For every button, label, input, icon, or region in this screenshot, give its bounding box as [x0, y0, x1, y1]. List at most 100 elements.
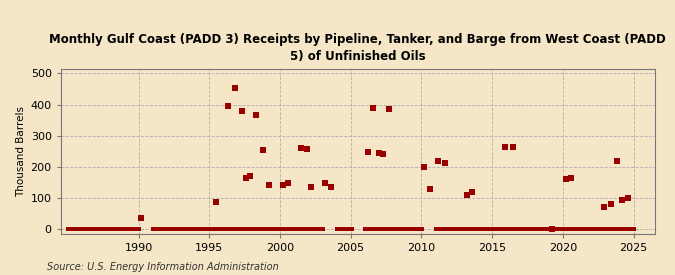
Point [536, 227, 547, 231]
Point [205, 227, 215, 231]
Point [320, 181, 331, 185]
Point [601, 227, 612, 231]
Point [248, 227, 259, 231]
Point [220, 227, 231, 231]
Point [99, 227, 109, 231]
Point [522, 227, 533, 231]
Point [528, 227, 539, 231]
Point [474, 227, 485, 231]
Point [557, 227, 568, 231]
Point [533, 227, 543, 231]
Point [450, 227, 461, 231]
Point [452, 227, 463, 231]
Point [403, 227, 414, 231]
Point [379, 227, 390, 231]
Point [136, 216, 146, 220]
Point [176, 227, 186, 231]
Point [340, 227, 351, 231]
Point [390, 227, 401, 231]
Point [506, 227, 516, 231]
Point [433, 227, 443, 231]
Point [500, 227, 510, 231]
Point [261, 227, 272, 231]
Point [589, 227, 599, 231]
Point [171, 227, 182, 231]
Point [492, 227, 503, 231]
Point [310, 227, 321, 231]
Point [222, 227, 233, 231]
Point [425, 187, 435, 191]
Point [284, 227, 294, 231]
Point [306, 227, 317, 231]
Point [306, 185, 317, 189]
Point [87, 227, 98, 231]
Point [605, 227, 616, 231]
Point [200, 227, 211, 231]
Point [344, 227, 355, 231]
Point [86, 227, 97, 231]
Point [456, 227, 466, 231]
Point [253, 227, 264, 231]
Point [258, 227, 269, 231]
Point [168, 227, 179, 231]
Point [100, 227, 111, 231]
Point [378, 227, 389, 231]
Point [202, 227, 213, 231]
Point [510, 227, 520, 231]
Point [114, 227, 125, 231]
Point [583, 227, 593, 231]
Point [620, 227, 631, 231]
Point [267, 227, 278, 231]
Point [516, 227, 526, 231]
Point [622, 227, 632, 231]
Point [244, 227, 254, 231]
Point [552, 227, 563, 231]
Point [221, 227, 232, 231]
Point [531, 227, 542, 231]
Point [260, 227, 271, 231]
Point [236, 109, 247, 113]
Point [285, 227, 296, 231]
Point [580, 227, 591, 231]
Point [405, 227, 416, 231]
Point [570, 227, 580, 231]
Point [504, 227, 515, 231]
Point [551, 227, 562, 231]
Point [240, 175, 251, 180]
Point [130, 227, 140, 231]
Point [268, 227, 279, 231]
Point [514, 227, 524, 231]
Point [368, 227, 379, 231]
Point [414, 227, 425, 231]
Point [300, 227, 310, 231]
Point [590, 227, 601, 231]
Point [71, 227, 82, 231]
Point [153, 227, 164, 231]
Point [211, 199, 221, 204]
Point [62, 227, 73, 231]
Point [568, 227, 578, 231]
Point [490, 227, 501, 231]
Point [370, 227, 381, 231]
Point [604, 227, 615, 231]
Point [211, 227, 221, 231]
Point [172, 227, 183, 231]
Point [301, 227, 312, 231]
Point [193, 227, 204, 231]
Point [147, 227, 158, 231]
Point [470, 227, 481, 231]
Point [155, 227, 166, 231]
Point [443, 227, 454, 231]
Point [296, 227, 307, 231]
Point [245, 227, 256, 231]
Point [273, 227, 284, 231]
Point [186, 227, 197, 231]
Point [454, 227, 464, 231]
Point [617, 227, 628, 231]
Point [362, 150, 373, 154]
Point [343, 227, 354, 231]
Point [157, 227, 167, 231]
Point [461, 192, 472, 197]
Point [481, 227, 491, 231]
Point [292, 227, 302, 231]
